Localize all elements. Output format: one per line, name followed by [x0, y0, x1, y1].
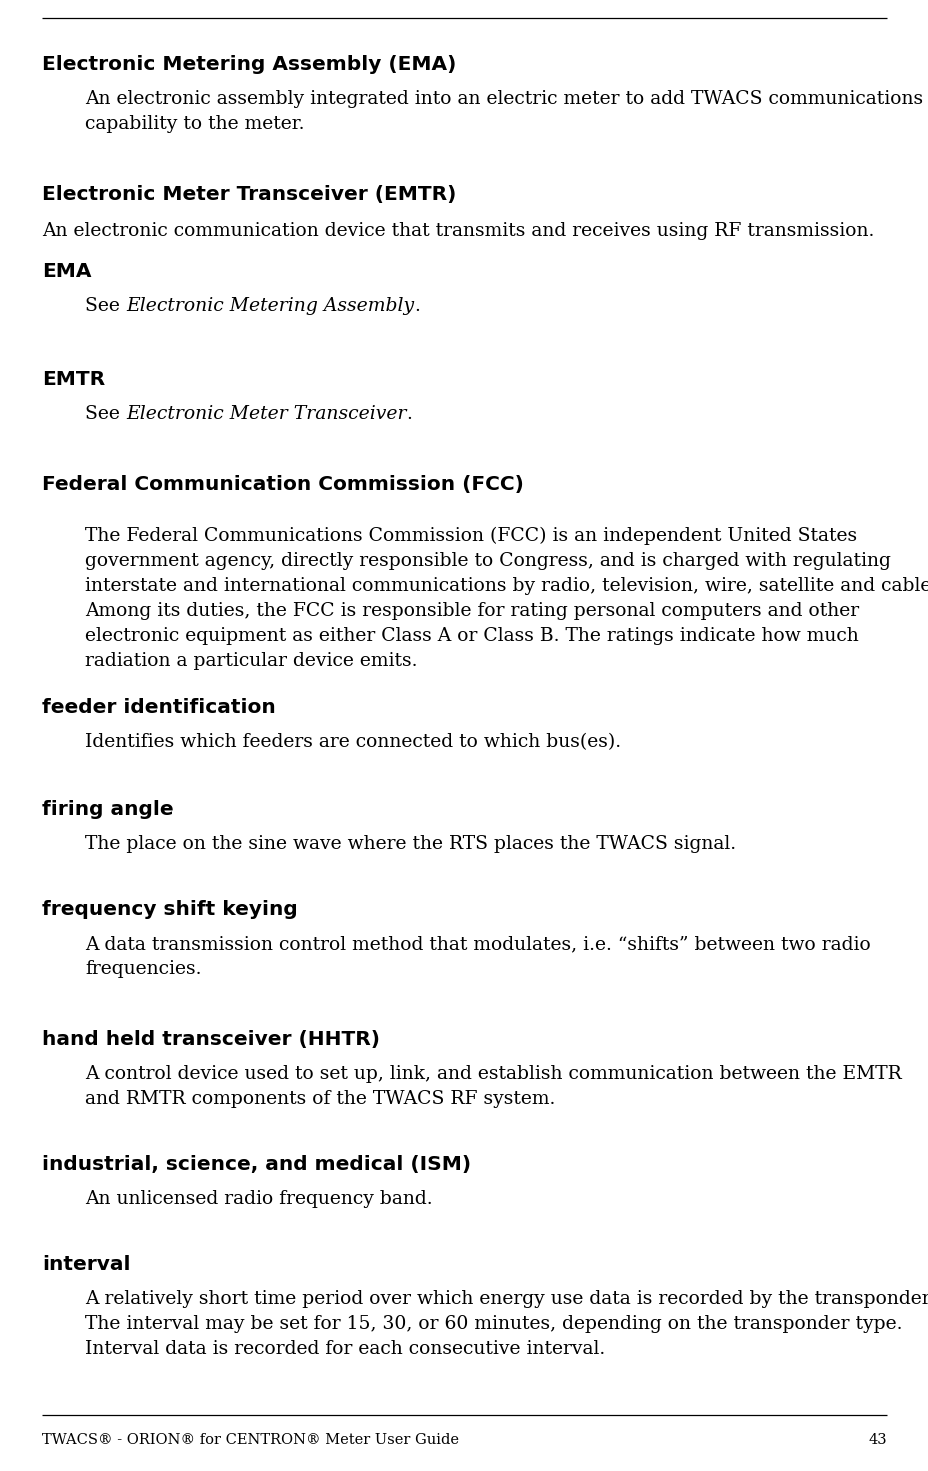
Text: Electronic Meter Transceiver (EMTR): Electronic Meter Transceiver (EMTR) — [42, 185, 456, 204]
Text: 43: 43 — [868, 1433, 886, 1447]
Text: Electronic Metering Assembly: Electronic Metering Assembly — [125, 297, 414, 315]
Text: An unlicensed radio frequency band.: An unlicensed radio frequency band. — [84, 1190, 432, 1208]
Text: An electronic assembly integrated into an electric meter to add TWACS communicat: An electronic assembly integrated into a… — [84, 90, 922, 132]
Text: The Federal Communications Commission (FCC) is an independent United States
gove: The Federal Communications Commission (F… — [84, 527, 928, 671]
Text: Electronic Metering Assembly (EMA): Electronic Metering Assembly (EMA) — [42, 54, 456, 74]
Text: .: . — [414, 297, 419, 315]
Text: .: . — [406, 405, 412, 424]
Text: Federal Communication Commission (FCC): Federal Communication Commission (FCC) — [42, 475, 523, 494]
Text: An electronic communication device that transmits and receives using RF transmis: An electronic communication device that … — [42, 222, 873, 240]
Text: Electronic Meter Transceiver: Electronic Meter Transceiver — [125, 405, 406, 424]
Text: A data transmission control method that modulates, i.e. “shifts” between two rad: A data transmission control method that … — [84, 936, 870, 978]
Text: industrial, science, and medical (ISM): industrial, science, and medical (ISM) — [42, 1155, 470, 1174]
Text: A control device used to set up, link, and establish communication between the E: A control device used to set up, link, a… — [84, 1065, 901, 1108]
Text: See: See — [84, 405, 125, 424]
Text: hand held transceiver (HHTR): hand held transceiver (HHTR) — [42, 1030, 380, 1049]
Text: A relatively short time period over which energy use data is recorded by the tra: A relatively short time period over whic… — [84, 1290, 928, 1358]
Text: See: See — [84, 297, 125, 315]
Text: feeder identification: feeder identification — [42, 699, 276, 716]
Text: EMA: EMA — [42, 262, 91, 281]
Text: EMTR: EMTR — [42, 371, 105, 388]
Text: The place on the sine wave where the RTS places the TWACS signal.: The place on the sine wave where the RTS… — [84, 836, 735, 853]
Text: frequency shift keying: frequency shift keying — [42, 900, 298, 919]
Text: TWACS® - ORION® for CENTRON® Meter User Guide: TWACS® - ORION® for CENTRON® Meter User … — [42, 1433, 458, 1447]
Text: Identifies which feeders are connected to which bus(es).: Identifies which feeders are connected t… — [84, 733, 621, 752]
Text: firing angle: firing angle — [42, 800, 174, 819]
Text: interval: interval — [42, 1255, 130, 1274]
